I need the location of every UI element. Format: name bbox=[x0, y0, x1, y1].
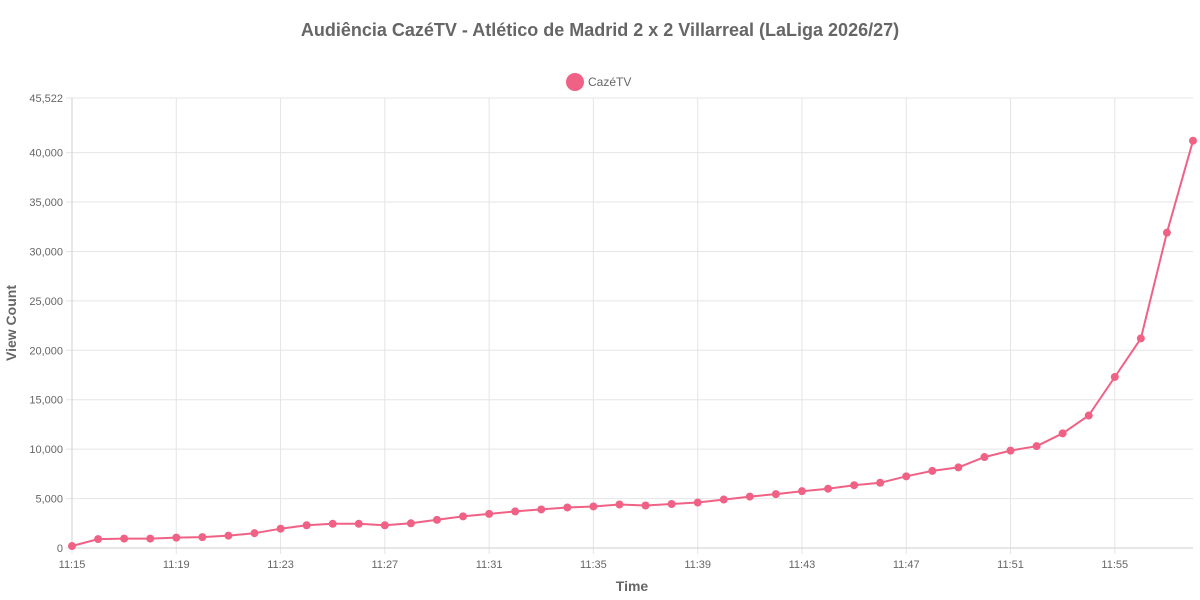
data-point[interactable] bbox=[667, 500, 676, 509]
y-tick-label: 20,000 bbox=[29, 345, 63, 357]
data-point[interactable] bbox=[928, 466, 937, 475]
series-group bbox=[68, 136, 1197, 551]
y-tick-label: 15,000 bbox=[29, 395, 63, 407]
data-point[interactable] bbox=[797, 487, 806, 496]
data-point[interactable] bbox=[459, 512, 468, 521]
data-point[interactable] bbox=[406, 519, 415, 528]
y-axis-title: View Count bbox=[3, 285, 19, 361]
legend-marker-cazetv bbox=[566, 73, 584, 91]
data-point[interactable] bbox=[876, 478, 885, 487]
data-point[interactable] bbox=[850, 481, 859, 490]
data-point[interactable] bbox=[902, 472, 911, 481]
data-point[interactable] bbox=[380, 521, 389, 530]
data-point[interactable] bbox=[745, 492, 754, 501]
y-tick-label: 45,522 bbox=[29, 93, 63, 105]
y-tick-label: 10,000 bbox=[29, 444, 63, 456]
data-point[interactable] bbox=[771, 490, 780, 499]
data-point[interactable] bbox=[1189, 136, 1197, 145]
y-tick-label: 0 bbox=[57, 543, 63, 555]
data-point[interactable] bbox=[537, 505, 546, 514]
data-point[interactable] bbox=[693, 498, 702, 507]
data-point[interactable] bbox=[354, 519, 363, 528]
data-point[interactable] bbox=[485, 509, 494, 518]
x-tick-label: 11:31 bbox=[476, 559, 503, 571]
data-point[interactable] bbox=[641, 501, 650, 510]
data-point[interactable] bbox=[120, 534, 129, 543]
x-tick-label: 11:47 bbox=[893, 559, 920, 571]
data-point[interactable] bbox=[94, 535, 103, 544]
grid bbox=[66, 97, 1193, 554]
data-point[interactable] bbox=[511, 507, 520, 516]
x-tick-label: 11:55 bbox=[1101, 559, 1128, 571]
data-point[interactable] bbox=[302, 521, 311, 530]
data-point[interactable] bbox=[1032, 442, 1041, 451]
data-point[interactable] bbox=[824, 484, 833, 493]
data-point[interactable] bbox=[328, 519, 337, 528]
data-point[interactable] bbox=[954, 463, 963, 472]
data-point[interactable] bbox=[1084, 411, 1093, 420]
x-tick-label: 11:15 bbox=[59, 559, 86, 571]
data-point[interactable] bbox=[563, 503, 572, 512]
y-tick-label: 25,000 bbox=[29, 296, 63, 308]
data-point[interactable] bbox=[1162, 228, 1171, 237]
data-point[interactable] bbox=[1110, 372, 1119, 381]
data-point[interactable] bbox=[1136, 334, 1145, 343]
data-point[interactable] bbox=[146, 534, 155, 543]
y-tick-label: 5,000 bbox=[35, 494, 63, 506]
x-axis-ticks: 11:15 11:19 11:23 11:27 11:31 11:35 11:39 11:43… bbox=[59, 559, 1129, 571]
y-tick-label: 35,000 bbox=[29, 197, 63, 209]
data-point[interactable] bbox=[615, 500, 624, 509]
x-tick-label: 11:51 bbox=[997, 559, 1024, 571]
y-tick-label: 30,000 bbox=[29, 246, 63, 258]
legend[interactable]: CazéTV bbox=[566, 73, 631, 91]
x-tick-label: 11:39 bbox=[684, 559, 711, 571]
data-point[interactable] bbox=[719, 495, 728, 504]
x-tick-label: 11:43 bbox=[789, 559, 816, 571]
data-point[interactable] bbox=[224, 531, 233, 540]
legend-label-cazetv: CazéTV bbox=[588, 75, 631, 89]
x-axis-title: Time bbox=[616, 578, 649, 594]
x-tick-label: 11:19 bbox=[163, 559, 190, 571]
data-point[interactable] bbox=[68, 542, 76, 551]
y-axis-ticks: 0 5,000 10,000 15,000 20,000 25,000 30,000 35,0… bbox=[29, 93, 63, 555]
series-line-cazetv bbox=[71, 140, 1194, 547]
chart-title: Audiência CazéTV - Atlético de Madrid 2 … bbox=[301, 20, 899, 40]
x-tick-label: 11:27 bbox=[371, 559, 398, 571]
data-point[interactable] bbox=[432, 515, 441, 524]
data-point[interactable] bbox=[276, 524, 285, 533]
x-tick-label: 11:23 bbox=[267, 559, 294, 571]
data-point[interactable] bbox=[250, 529, 259, 538]
data-point[interactable] bbox=[589, 502, 598, 511]
data-point[interactable] bbox=[1006, 446, 1015, 455]
data-point[interactable] bbox=[172, 533, 181, 542]
data-point[interactable] bbox=[1058, 429, 1067, 438]
y-tick-label: 40,000 bbox=[29, 148, 63, 160]
data-point[interactable] bbox=[980, 453, 989, 462]
x-tick-label: 11:35 bbox=[580, 559, 607, 571]
data-point[interactable] bbox=[198, 533, 207, 542]
